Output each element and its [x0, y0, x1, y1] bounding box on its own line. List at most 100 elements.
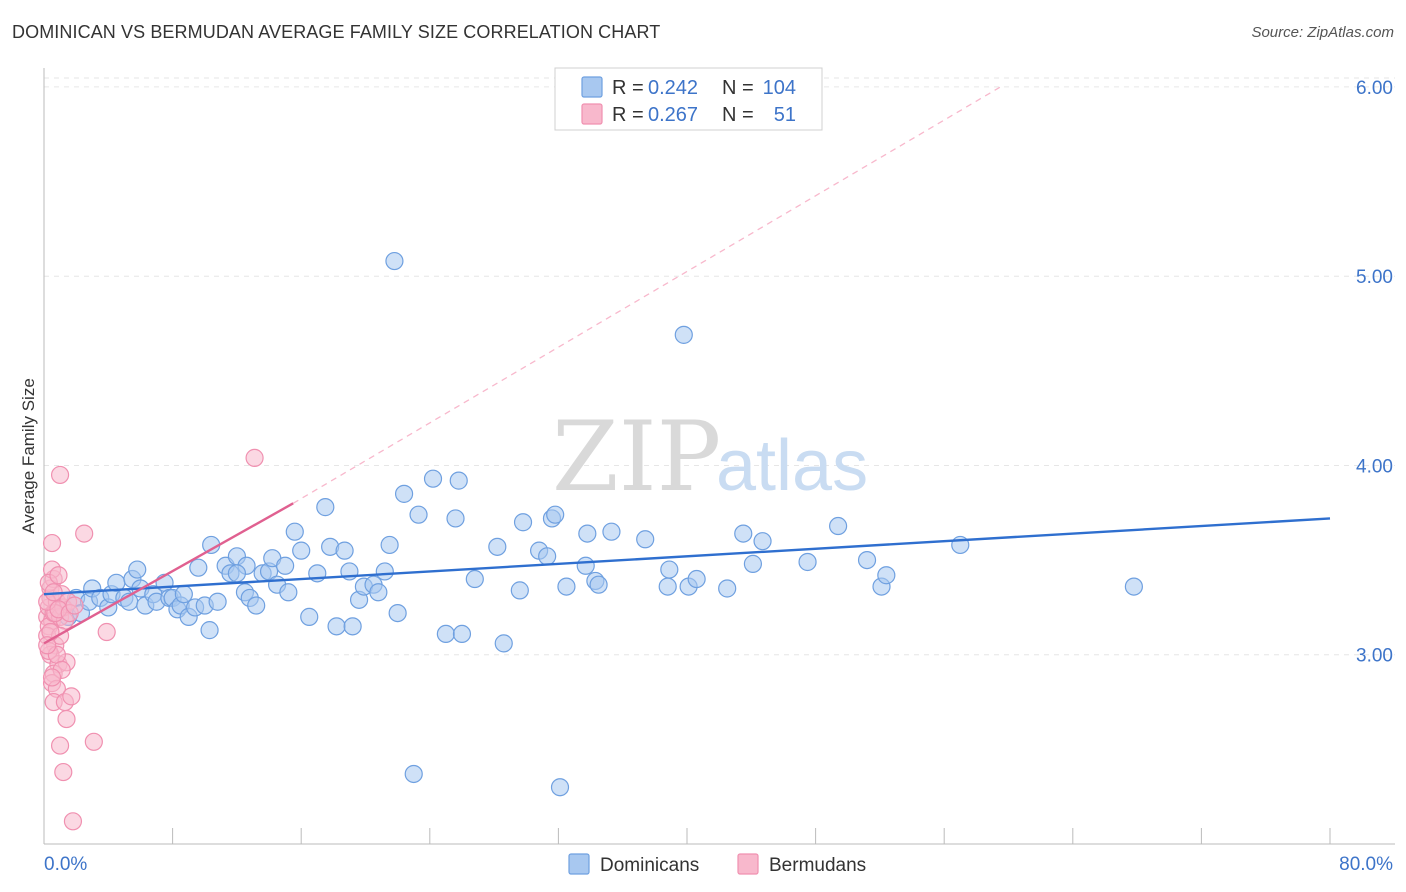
dominicans-point-83 — [636, 530, 655, 549]
dominicans-point-60 — [388, 603, 407, 623]
dominicans-point-45 — [292, 541, 311, 560]
bermudans-point-32 — [54, 762, 73, 782]
dominicans-point-88 — [687, 569, 706, 589]
bermudans-point-36 — [97, 622, 116, 642]
dominicans-point-101 — [550, 778, 570, 797]
x-ticks — [43, 828, 1331, 844]
bermudans-point-50 — [42, 668, 62, 687]
dominicans-point-77 — [557, 577, 576, 596]
dominicans-point-90 — [734, 524, 753, 543]
bermudans-point-33 — [63, 812, 83, 831]
legend-bottom-swatch-dominicans — [568, 853, 590, 875]
y-tick-labels: 3.00 4.00 5.00 6.00 — [1356, 78, 1393, 667]
watermark-atlas: atlas — [716, 426, 868, 506]
dominicans-point-82 — [602, 522, 621, 541]
bermudans-trend-extension — [292, 86, 1001, 504]
dominicans-point-43 — [279, 583, 298, 602]
dominicans-point-100 — [404, 764, 423, 784]
dominicans-point-42 — [276, 556, 295, 575]
series-dominicans-points — [54, 251, 1143, 797]
bermudans-point-20 — [49, 566, 68, 585]
legend-swatch-bermudans — [581, 103, 603, 125]
y-tick-label-1: 4.00 — [1356, 456, 1393, 477]
watermark: ZIP atlas — [552, 401, 868, 513]
dominicans-point-86 — [674, 325, 693, 344]
dominicans-point-65 — [436, 624, 455, 644]
bermudans-point-48 — [38, 636, 57, 655]
dominicans-point-61 — [394, 484, 414, 503]
y-axis-label: Average Family Size — [19, 378, 38, 534]
y-tick-label-3: 6.00 — [1356, 78, 1393, 99]
bermudans-point-40 — [245, 448, 264, 467]
dominicans-point-62 — [385, 251, 404, 271]
dominicans-point-57 — [369, 583, 388, 602]
dominicans-point-70 — [494, 634, 513, 653]
dominicans-point-46 — [300, 607, 319, 626]
chart-title: DOMINICAN VS BERMUDAN AVERAGE FAMILY SIZ… — [12, 22, 661, 42]
legend-n-value-dominicans: 104 — [763, 77, 796, 99]
dominicans-point-79 — [578, 524, 597, 543]
dominicans-point-72 — [513, 513, 533, 532]
bermudans-point-35 — [57, 709, 76, 729]
bermudans-point-49 — [65, 596, 84, 615]
dominicans-point-81 — [589, 575, 608, 594]
axes — [43, 68, 1395, 845]
watermark-zip: ZIP — [552, 401, 721, 513]
dominicans-point-53 — [343, 617, 362, 636]
dominicans-point-66 — [446, 509, 465, 528]
dominicans-point-97 — [877, 566, 896, 585]
dominicans-point-68 — [465, 569, 484, 589]
dominicans-point-84 — [658, 577, 677, 596]
legend-top: R = 0.242 N = 104 R = 0.267 N = 51 — [554, 67, 823, 131]
dominicans-point-69 — [488, 537, 507, 556]
bermudans-trend-line — [43, 502, 294, 645]
y-tick-label-2: 5.00 — [1356, 267, 1393, 288]
legend-r-label-bermudans: R = — [612, 104, 649, 126]
dominicans-point-76 — [546, 505, 565, 524]
dominicans-point-102 — [227, 564, 246, 583]
bermudans-point-34 — [84, 732, 103, 751]
x-tick-label-start: 0.0% — [44, 854, 87, 875]
dominicans-point-58 — [375, 562, 394, 581]
dominicans-point-67 — [449, 471, 468, 490]
legend-r-value-bermudans: 0.267 — [648, 104, 698, 126]
bermudans-point-39 — [50, 465, 70, 485]
dominicans-point-30 — [208, 592, 227, 611]
dominicans-point-51 — [335, 541, 354, 560]
dominicans-point-37 — [247, 596, 266, 615]
dominicans-point-28 — [200, 621, 219, 640]
trend-lines — [43, 86, 1331, 645]
bermudans-point-30 — [62, 687, 81, 706]
dominicans-point-85 — [660, 560, 679, 579]
dominicans-point-91 — [743, 554, 763, 573]
bermudans-point-31 — [50, 736, 70, 755]
chart-source: Source: ZipAtlas.com — [1251, 24, 1394, 41]
legend-bottom-label-bermudans: Bermudans — [769, 855, 866, 876]
dominicans-point-94 — [829, 516, 848, 536]
dominicans-trend-line — [43, 517, 1331, 596]
dominicans-point-78 — [576, 556, 595, 575]
legend-r-value-dominicans: 0.242 — [648, 77, 698, 99]
dominicans-point-13 — [128, 560, 147, 579]
dominicans-point-89 — [718, 579, 737, 598]
dominicans-point-50 — [327, 617, 346, 636]
legend-n-value-bermudans: 51 — [774, 104, 796, 126]
legend-n-label-bermudans: N = — [722, 104, 759, 126]
legend-bottom-swatch-bermudans — [737, 853, 759, 875]
bermudans-point-38 — [42, 533, 62, 553]
legend-n-label-dominicans: N = — [722, 77, 759, 99]
legend-bottom: Dominicans Bermudans — [568, 853, 866, 876]
dominicans-point-59 — [380, 535, 399, 555]
dominicans-point-64 — [423, 469, 443, 488]
dominicans-point-74 — [538, 547, 557, 566]
legend-bottom-label-dominicans: Dominicans — [600, 855, 699, 876]
legend-r-label-dominicans: R = — [612, 77, 649, 99]
dominicans-point-93 — [798, 552, 817, 572]
dominicans-point-44 — [285, 522, 304, 541]
legend-swatch-dominicans — [581, 76, 603, 98]
y-tick-label-0: 3.00 — [1356, 646, 1393, 667]
dominicans-point-99 — [1124, 577, 1143, 596]
x-tick-label-end: 80.0% — [1339, 854, 1393, 875]
bermudans-point-37 — [75, 524, 94, 543]
